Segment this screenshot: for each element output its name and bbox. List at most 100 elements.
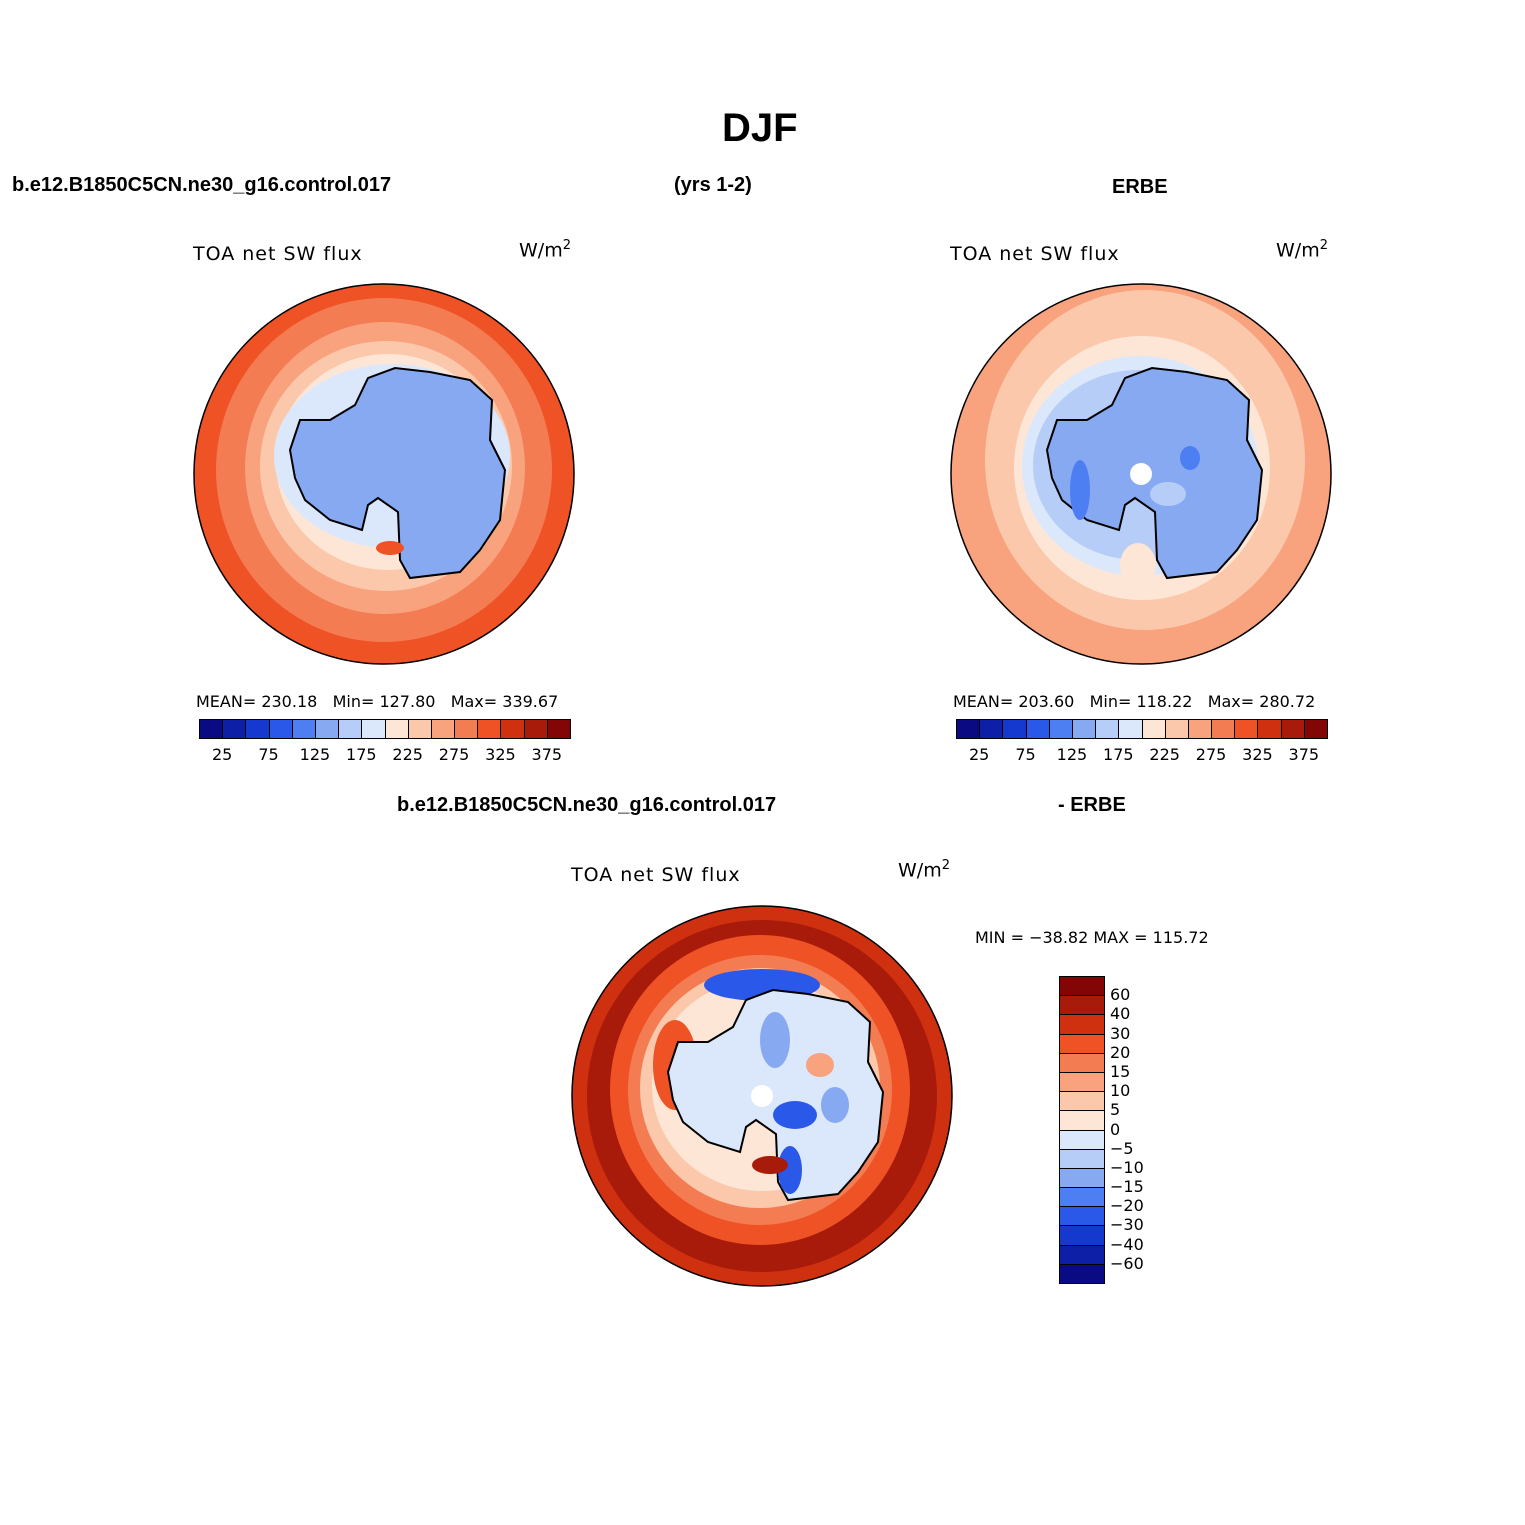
colorbar-label: 325	[1242, 745, 1273, 764]
colorbar-cell	[1095, 719, 1120, 739]
colorbar-label: 125	[299, 745, 331, 764]
colorbar-label: 15	[1110, 1061, 1131, 1081]
colorbar-cell	[1059, 1167, 1105, 1189]
colorbar-cell	[1211, 719, 1236, 739]
model-panel-units: W/m2	[519, 238, 571, 261]
colorbar-cell	[1059, 1071, 1105, 1093]
colorbar-label: 30	[1110, 1023, 1131, 1043]
colorbar-cell	[1059, 1148, 1105, 1169]
colorbar-cell	[1234, 719, 1259, 739]
colorbar-cell	[291, 719, 316, 739]
colorbar-label: 275	[1195, 745, 1227, 764]
colorbar-label: −15	[1110, 1177, 1144, 1197]
colorbar-label: −40	[1110, 1234, 1144, 1254]
colorbar-cell	[1257, 719, 1282, 739]
colorbar-label: 5	[1110, 1100, 1121, 1120]
colorbar-label: 40	[1110, 1004, 1131, 1024]
colorbar-label: 175	[1103, 745, 1134, 764]
colorbar-cell	[1141, 719, 1166, 739]
colorbar-cell	[1187, 719, 1213, 739]
colorbar-cell	[338, 719, 363, 739]
colorbar-label: 75	[258, 745, 279, 764]
colorbar-cell	[500, 719, 525, 739]
colorbar-cell	[979, 719, 1004, 739]
model-panel-title: TOA net SW flux	[193, 243, 363, 265]
colorbar-label: −5	[1110, 1138, 1134, 1158]
diff-panel-title: TOA net SW flux	[571, 864, 741, 886]
model-stats: MEAN= 230.18 Min= 127.80 Max= 339.67	[196, 692, 559, 711]
model-units-sup: 2	[562, 238, 571, 253]
diff-minmax: MIN = −38.82 MAX = 115.72	[975, 928, 1209, 947]
colorbar-cell	[1059, 1225, 1105, 1246]
colorbar-label: 275	[438, 745, 470, 764]
colorbar-cell	[1071, 719, 1097, 739]
diff-antarctica	[666, 988, 885, 1202]
colorbar-cell	[1059, 1052, 1105, 1073]
diff-map	[572, 906, 952, 1286]
colorbar-cell	[1059, 976, 1105, 997]
model-units-text: W/m	[519, 239, 563, 262]
colorbar-cell	[361, 719, 386, 739]
colorbar-cell	[199, 719, 224, 739]
colorbar-label: 60	[1110, 985, 1131, 1005]
colorbar-cell	[546, 719, 571, 739]
colorbar-label: 0	[1110, 1119, 1121, 1139]
colorbar-label: 175	[346, 745, 377, 764]
colorbar-cell	[1059, 995, 1105, 1016]
obs-panel-title: TOA net SW flux	[950, 243, 1120, 265]
diff-colorbar	[1059, 976, 1105, 1284]
obs-units-sup: 2	[1319, 238, 1328, 253]
obs-units-text: W/m	[1276, 239, 1320, 262]
colorbar-cell	[1164, 719, 1189, 739]
colorbar-cell	[1280, 719, 1305, 739]
colorbar-cell	[454, 719, 479, 739]
colorbar-label: 10	[1110, 1081, 1131, 1101]
colorbar-label: 20	[1110, 1042, 1131, 1062]
obs-map	[951, 284, 1331, 664]
case-name-left: b.e12.B1850C5CN.ne30_g16.control.017	[12, 174, 392, 196]
colorbar-label: −10	[1110, 1157, 1144, 1177]
colorbar-label: 25	[969, 745, 990, 764]
colorbar-label: 125	[1056, 745, 1088, 764]
colorbar-cell	[1059, 1091, 1105, 1112]
colorbar-cell	[1059, 1110, 1105, 1131]
diff-units-text: W/m	[898, 859, 942, 882]
figure-title: DJF	[722, 106, 798, 150]
colorbar-cell	[477, 719, 502, 739]
colorbar-cell	[314, 719, 340, 739]
colorbar-label: −20	[1110, 1196, 1144, 1216]
colorbar-cell	[1059, 1187, 1105, 1208]
colorbar-cell	[1118, 719, 1143, 739]
colorbar-cell	[222, 719, 247, 739]
colorbar-label: 25	[212, 745, 233, 764]
model-antarctica	[288, 366, 507, 580]
colorbar-label: 325	[485, 745, 516, 764]
colorbar-cell	[1059, 1206, 1105, 1227]
colorbar-label: −60	[1110, 1253, 1144, 1273]
colorbar-cell	[1048, 719, 1073, 739]
years-label: (yrs 1-2)	[674, 174, 752, 196]
colorbar-label: 75	[1015, 745, 1036, 764]
colorbar-cell	[1059, 1129, 1105, 1150]
colorbar-label: 375	[531, 745, 563, 764]
colorbar-cell	[245, 719, 270, 739]
diff-units-sup: 2	[941, 858, 950, 873]
diff-case-name: b.e12.B1850C5CN.ne30_g16.control.017	[397, 794, 777, 816]
model-map	[194, 284, 574, 664]
colorbar-cell	[523, 719, 548, 739]
colorbar-cell	[1059, 1263, 1105, 1284]
colorbar-cell	[1002, 719, 1027, 739]
colorbar-cell	[1025, 719, 1050, 739]
colorbar-cell	[384, 719, 409, 739]
diff-panel-units: W/m2	[898, 858, 950, 881]
diff-obs-name: - ERBE	[1058, 794, 1126, 816]
colorbar-label: 375	[1288, 745, 1320, 764]
colorbar-cell	[1059, 1033, 1105, 1054]
colorbar-cell	[956, 719, 981, 739]
colorbar-cell	[1303, 719, 1328, 739]
colorbar-label: 225	[1149, 745, 1180, 764]
colorbar-cell	[430, 719, 456, 739]
colorbar-cell	[268, 719, 293, 739]
colorbar-cell	[407, 719, 432, 739]
